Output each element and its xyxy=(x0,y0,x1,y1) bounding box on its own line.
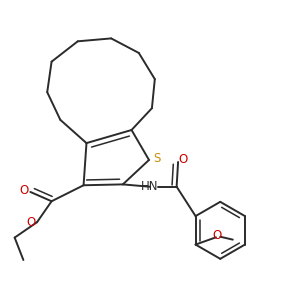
Text: O: O xyxy=(212,229,221,242)
Text: HN: HN xyxy=(141,180,158,193)
Text: O: O xyxy=(27,216,36,229)
Text: O: O xyxy=(19,184,29,197)
Text: O: O xyxy=(179,153,188,166)
Text: S: S xyxy=(153,152,161,165)
